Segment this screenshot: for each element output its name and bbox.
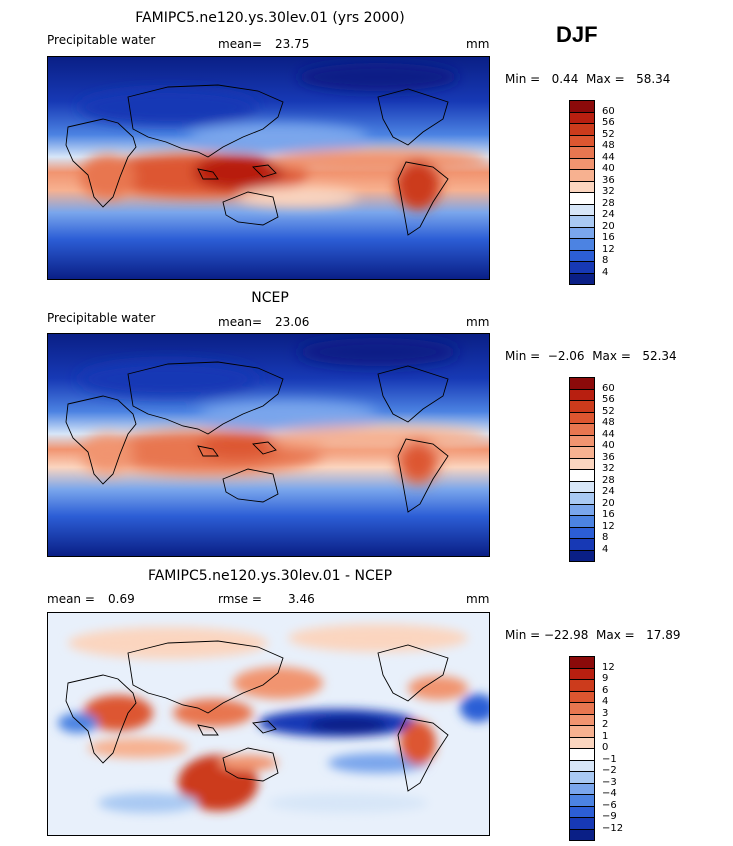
panel1-units: mm: [466, 37, 490, 51]
colorbar-label: 4: [602, 543, 609, 555]
colorbar-label: 20: [602, 220, 615, 232]
colorbar-label: 56: [602, 117, 615, 128]
colorbar-label: −2: [602, 765, 617, 776]
panel3-mean-label: mean =: [47, 592, 95, 606]
colorbar-label: 4: [602, 696, 609, 707]
colorbar-label: −4: [602, 788, 617, 799]
colorbar-label: 36: [602, 174, 615, 186]
colorbar-label: −3: [602, 776, 617, 788]
colorbar-label: 1: [602, 730, 609, 742]
colorbar-label: 20: [602, 497, 615, 509]
colorbar-label: 16: [602, 509, 615, 520]
panel3-rmse-value: 3.46: [288, 592, 315, 606]
panel2-title: NCEP: [251, 290, 289, 306]
colorbar-label: 2: [602, 719, 609, 730]
colorbar-label: 48: [602, 140, 615, 151]
colorbar-label: 28: [602, 197, 615, 209]
panel1-map: [47, 56, 490, 280]
panel1-title: FAMIPC5.ne120.ys.30lev.01 (yrs 2000): [135, 10, 405, 26]
season-label: DJF: [556, 22, 598, 47]
colorbar-box: [569, 272, 595, 285]
panel2-min-max: Min = −2.06 Max = 52.34: [505, 349, 677, 363]
colorbar-label: 16: [602, 232, 615, 243]
colorbar-label: 56: [602, 394, 615, 405]
colorbar-label: 6: [602, 684, 609, 696]
panel2-variable: Precipitable water: [47, 311, 156, 325]
panel1-mean-value: 23.75: [275, 37, 310, 51]
colorbar-label: 32: [602, 463, 615, 474]
colorbar-label: 8: [602, 532, 609, 543]
colorbar-label: −6: [602, 799, 617, 811]
panel2-mean-value: 23.06: [275, 315, 310, 329]
panel2-units: mm: [466, 315, 490, 329]
colorbar-label: 12: [602, 243, 615, 255]
colorbar-label: 0: [602, 742, 609, 753]
panel1-variable: Precipitable water: [47, 33, 156, 47]
panel1-mean-label: mean=: [218, 37, 263, 51]
colorbar-label: 44: [602, 151, 615, 163]
panel3-units: mm: [466, 592, 490, 606]
colorbar-label: 8: [602, 255, 609, 266]
colorbar-label: 52: [602, 405, 615, 417]
panel1-min-max: Min = 0.44 Max = 58.34: [505, 72, 671, 86]
colorbar-label: 44: [602, 428, 615, 440]
panel3-map: [47, 612, 490, 836]
colorbar-label: 48: [602, 417, 615, 428]
colorbar-label: 4: [602, 266, 609, 278]
colorbar-box: [569, 549, 595, 562]
panel2-map: [47, 333, 490, 557]
colorbar-label: 60: [602, 105, 615, 117]
colorbar-label: −9: [602, 811, 617, 822]
colorbar-label: 3: [602, 707, 609, 719]
colorbar-label: 9: [602, 673, 609, 684]
colorbar-label: 60: [602, 382, 615, 394]
colorbar-label: −1: [602, 753, 617, 765]
colorbar-label: 40: [602, 440, 615, 451]
colorbar-label: 52: [602, 128, 615, 140]
colorbar-label: −12: [602, 822, 624, 834]
colorbar-label: 12: [602, 661, 615, 673]
colorbar-label: 12: [602, 520, 615, 532]
colorbar-label: 24: [602, 486, 615, 497]
panel3-rmse-label: rmse =: [218, 592, 262, 606]
panel2-mean-label: mean=: [218, 315, 263, 329]
panel3-min-max: Min = −22.98 Max = 17.89: [505, 628, 681, 642]
colorbar-label: 24: [602, 209, 615, 220]
colorbar-box: [569, 828, 595, 841]
panel3-mean-value: 0.69: [108, 592, 135, 606]
colorbar-label: 40: [602, 163, 615, 174]
panel3-title: FAMIPC5.ne120.ys.30lev.01 - NCEP: [147, 568, 393, 584]
colorbar-label: 32: [602, 186, 615, 197]
colorbar-label: 36: [602, 451, 615, 463]
colorbar-label: 28: [602, 474, 615, 486]
